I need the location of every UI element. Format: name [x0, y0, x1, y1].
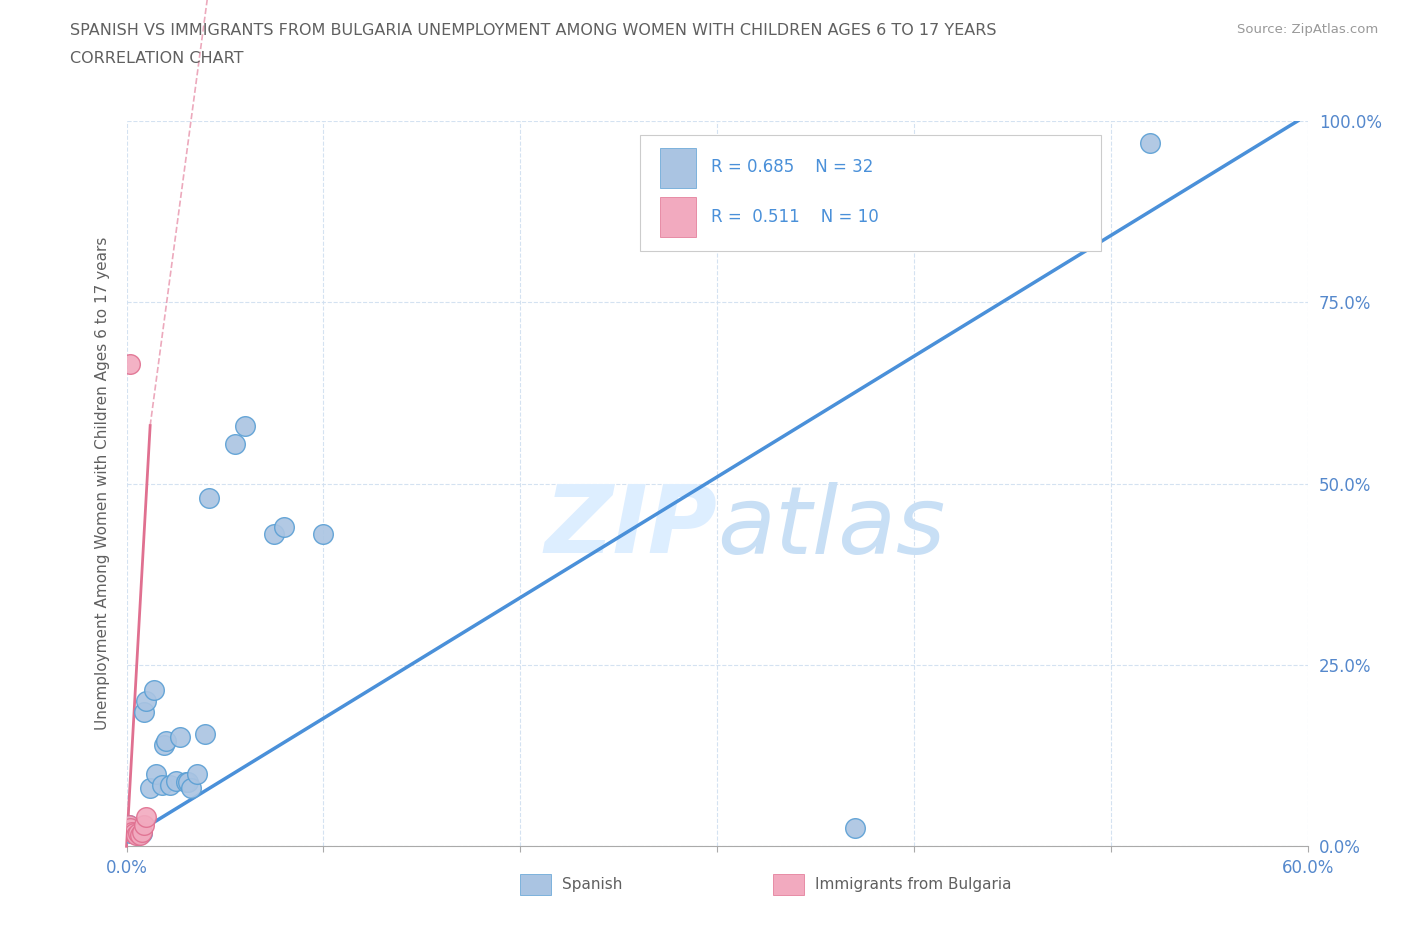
Point [145, 766, 167, 781]
Point [155, 734, 177, 749]
FancyBboxPatch shape [640, 136, 1101, 251]
Point [117, 817, 139, 832]
Point [165, 774, 187, 789]
Point [186, 766, 208, 781]
Point [121, 824, 143, 839]
Point [124, 824, 146, 839]
Point [233, 418, 256, 433]
Text: R = 0.685    N = 32: R = 0.685 N = 32 [711, 157, 873, 176]
Point [180, 781, 202, 796]
Point [224, 436, 246, 451]
Point [135, 810, 157, 825]
Point [127, 828, 149, 843]
Point [169, 730, 191, 745]
Point [134, 705, 156, 720]
Point [1139, 135, 1161, 150]
Point [263, 527, 285, 542]
Point [194, 726, 217, 741]
Text: CORRELATION CHART: CORRELATION CHART [70, 51, 243, 66]
Text: R =  0.511    N = 10: R = 0.511 N = 10 [711, 208, 879, 226]
Text: Immigrants from Bulgaria: Immigrants from Bulgaria [815, 877, 1012, 892]
Point [131, 826, 153, 841]
Point [120, 821, 142, 836]
Point [312, 527, 335, 542]
Point [153, 737, 176, 752]
Point [131, 824, 153, 839]
Point [198, 491, 221, 506]
Text: Spanish: Spanish [562, 877, 623, 892]
Point [150, 777, 173, 792]
Text: SPANISH VS IMMIGRANTS FROM BULGARIA UNEMPLOYMENT AMONG WOMEN WITH CHILDREN AGES : SPANISH VS IMMIGRANTS FROM BULGARIA UNEM… [70, 23, 997, 38]
Point [159, 777, 181, 792]
Text: Source: ZipAtlas.com: Source: ZipAtlas.com [1237, 23, 1378, 36]
Point [124, 826, 146, 841]
Point [129, 828, 152, 843]
Point [121, 821, 143, 836]
Y-axis label: Unemployment Among Women with Children Ages 6 to 17 years: Unemployment Among Women with Children A… [94, 237, 110, 730]
FancyBboxPatch shape [661, 197, 696, 237]
FancyBboxPatch shape [661, 148, 696, 188]
Point [176, 775, 198, 790]
Point [174, 775, 197, 790]
Point [129, 824, 152, 839]
Point [125, 823, 148, 838]
Point [139, 781, 162, 796]
Point [844, 821, 866, 836]
Point [127, 826, 149, 841]
Point [120, 356, 142, 371]
Point [120, 826, 142, 841]
Point [135, 694, 157, 709]
Point [117, 817, 139, 832]
Point [134, 817, 156, 832]
Point [273, 520, 295, 535]
Point [143, 683, 166, 698]
Text: atlas: atlas [717, 482, 945, 573]
Point [125, 828, 148, 843]
Text: ZIP: ZIP [544, 481, 717, 573]
